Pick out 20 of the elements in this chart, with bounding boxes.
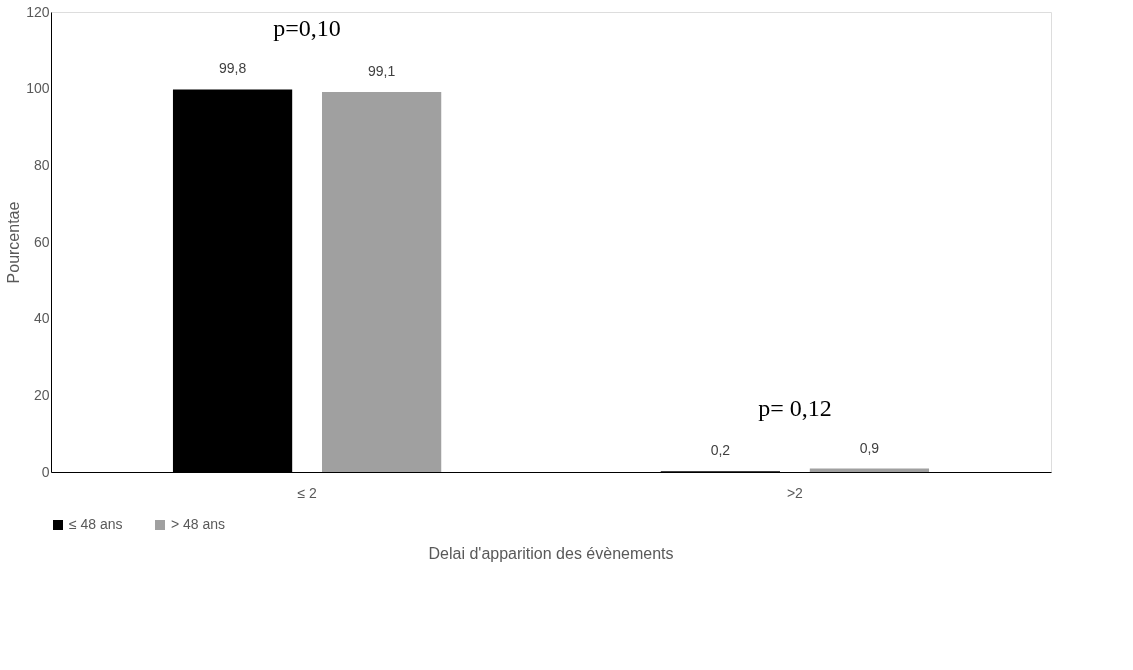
y-tick-label: 40 xyxy=(33,310,50,327)
legend-label: > 48 ans xyxy=(171,516,226,532)
y-tick-label: 120 xyxy=(26,3,50,20)
x-tick-label: >2 xyxy=(786,484,804,501)
annotation: p=0,10 xyxy=(273,15,341,42)
annotation: p= 0,12 xyxy=(758,394,832,421)
y-tick-label: 60 xyxy=(33,233,50,250)
data-label: 0,2 xyxy=(710,442,731,459)
y-tick-label: 0 xyxy=(41,463,50,480)
bar xyxy=(322,92,442,472)
y-tick-label: 20 xyxy=(33,386,50,403)
data-label: 99,1 xyxy=(368,63,396,80)
legend-label: ≤ 48 ans xyxy=(69,516,123,532)
data-label: 0,9 xyxy=(859,439,880,456)
data-label: 99,8 xyxy=(218,60,247,77)
y-tick-label: 80 xyxy=(33,156,50,173)
y-axis-title: Pourcentae xyxy=(5,201,23,284)
x-tick-label: ≤ 2 xyxy=(297,484,317,501)
y-tick-label: 100 xyxy=(26,80,50,97)
x-axis-title: Delai d'apparition des évènements xyxy=(428,545,674,562)
